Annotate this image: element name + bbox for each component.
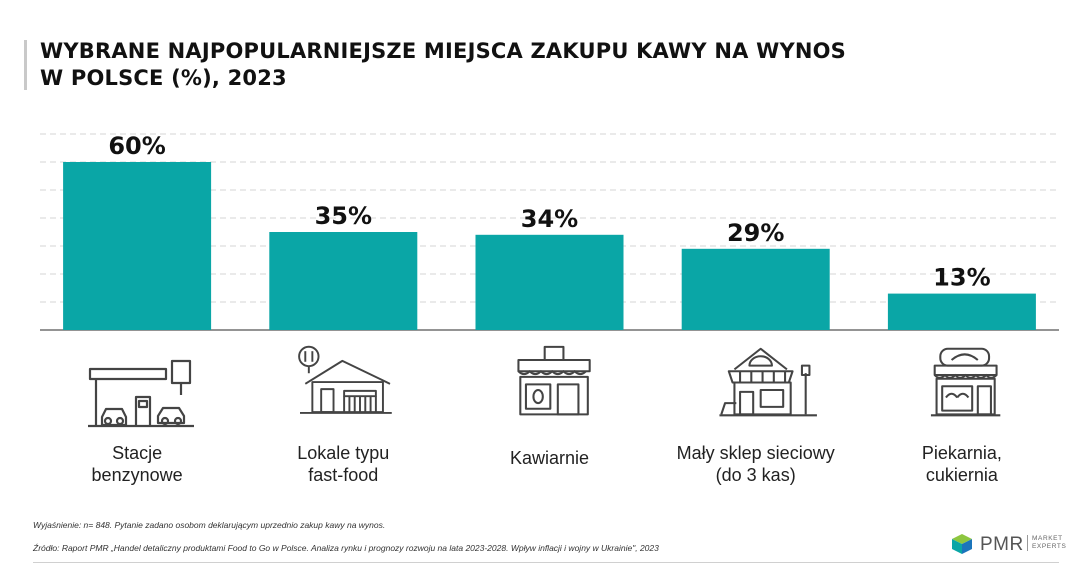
category-label-line: Mały sklep sieciowy	[676, 443, 835, 463]
category-label: Kawiarnie	[455, 447, 645, 469]
chart-title: WYBRANE NAJPOPULARNIEJSZE MIEJSCA ZAKUPU…	[40, 38, 846, 92]
cafe-icon	[517, 345, 591, 416]
footnote-explanation: Wyjaśnienie: n= 848. Pytanie zadano osob…	[33, 520, 386, 530]
pmr-logo-sub-2: EXPERTS	[1032, 543, 1067, 550]
bar	[475, 234, 624, 330]
category-label: Piekarnia, cukiernia	[867, 442, 1057, 486]
category-label-line: fast-food	[308, 465, 379, 485]
bottom-divider	[33, 562, 1059, 563]
data-label: 13%	[933, 264, 990, 292]
chart-title-line-1: WYBRANE NAJPOPULARNIEJSZE MIEJSCA ZAKUPU…	[40, 39, 847, 63]
pmr-logo-mark-icon	[952, 534, 972, 554]
data-label: 60%	[108, 132, 165, 160]
small-shop-icon	[719, 347, 817, 417]
data-label: 35%	[315, 202, 372, 230]
pmr-logo-subtitle: MARKET EXPERTS	[1027, 535, 1066, 551]
category-label-line: (do 3 kas)	[715, 465, 796, 485]
category-label-line: benzynowe	[91, 465, 183, 485]
data-label: 34%	[521, 205, 578, 233]
fast-food-restaurant-icon	[298, 345, 392, 414]
pmr-logo-text: PMR	[980, 534, 1024, 555]
bakery-icon	[930, 347, 1001, 417]
category-label: Lokale typu fast-food	[248, 442, 438, 486]
category-label-line: Piekarnia,	[921, 443, 1002, 463]
gas-station-icon	[88, 359, 194, 428]
category-label: Mały sklep sieciowy (do 3 kas)	[661, 442, 851, 486]
title-accent-bar	[24, 40, 27, 90]
bar	[63, 162, 212, 330]
data-label: 29%	[727, 219, 784, 247]
category-label-line: Lokale typu	[297, 443, 390, 463]
pmr-logo-sub-1: MARKET	[1032, 535, 1063, 542]
chart-title-line-2: W POLSCE (%), 2023	[40, 66, 287, 90]
bar	[681, 248, 830, 330]
pmr-logo: PMR MARKET EXPERTS	[950, 532, 1066, 558]
category-label-line: cukiernia	[925, 465, 998, 485]
category-label: Stacje benzynowe	[42, 442, 232, 486]
bar	[269, 232, 418, 330]
bar	[887, 293, 1036, 330]
footnote-source: Źródło: Raport PMR „Handel detaliczny pr…	[33, 543, 659, 553]
category-label-line: Stacje	[112, 443, 163, 463]
category-label-line: Kawiarnie	[509, 448, 590, 468]
